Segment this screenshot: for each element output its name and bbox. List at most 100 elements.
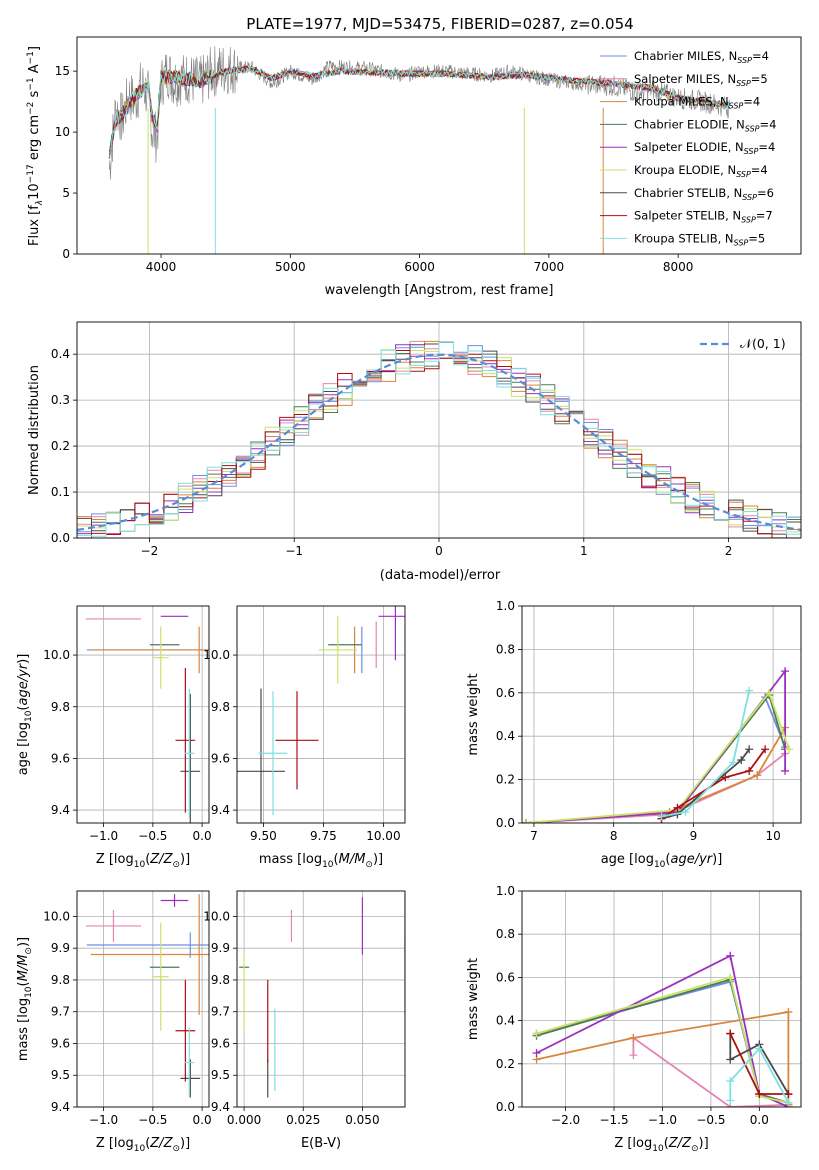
weight-marker (729, 758, 738, 767)
x-axis-label: mass [log10(M/M⊙)] (259, 852, 383, 870)
weight-line-kroupa-stelib (661, 690, 751, 818)
y-tick-label: 1.0 (496, 884, 515, 898)
spectrum-data-line (109, 46, 731, 180)
y-tick-label: 0.0 (496, 816, 515, 830)
y-tick-label: 9.7 (211, 1005, 230, 1019)
y-tick-label: 10.0 (203, 909, 230, 923)
weight-marker (726, 1096, 735, 1105)
weight-line-kroupa-stelib (729, 1047, 790, 1104)
spectrum-model-kroupa-stelib (108, 66, 731, 158)
x-tick-label: 5000 (275, 260, 306, 274)
legend-entry: Salpeter STELIB, NSSP=7 (634, 209, 773, 225)
y-tick-label: 9.7 (51, 1005, 70, 1019)
y-tick-label: 10.0 (43, 648, 70, 662)
y-tick-label: 0 (62, 247, 70, 261)
weight-marker (761, 745, 770, 754)
y-tick-label: 9.4 (51, 1100, 70, 1114)
axes-mass-vs-Z: −1.0 −0.5 0.0 9.4 9.5 9.6 9.7 9.8 9.9 10.0 Z [log1… (16, 890, 212, 1154)
x-tick-label: −1 (285, 544, 303, 558)
weight-marker (522, 819, 530, 823)
y-tick-label: 10.0 (203, 648, 230, 662)
y-tick-label: 9.5 (51, 1068, 70, 1082)
y-tick-label: 15 (55, 64, 70, 78)
legend-entry: 𝒩(0, 1) (740, 336, 786, 351)
x-tick-label: 8 (610, 829, 618, 843)
point-kroupa-miles (90, 626, 209, 674)
weight-line-salpeter-miles (632, 1036, 789, 1107)
axes-frame (521, 890, 802, 1108)
y-tick-label: 9.8 (51, 973, 70, 987)
x-axis-label: age [log10(age/yr)] (601, 852, 723, 870)
x-axis-label: wavelength [Angstrom, rest frame] (325, 283, 554, 298)
y-tick-label: 9.8 (211, 973, 230, 987)
x-tick-label: −2 (141, 544, 159, 558)
weight-marker (745, 686, 754, 695)
y-tick-label: 0.3 (51, 393, 70, 407)
x-tick-label: 9.50 (250, 829, 277, 843)
y-tick-label: 9.6 (211, 1036, 230, 1050)
weight-line-chabrier-stelib (729, 1033, 790, 1095)
point-salpeter-miles (85, 910, 142, 942)
x-tick-label: 9.75 (310, 829, 337, 843)
point-kroupa-miles (90, 894, 209, 1015)
point-chabrier-miles (86, 932, 209, 958)
y-tick-label: 5 (62, 186, 70, 200)
axes-frame (236, 605, 406, 824)
axes-residuals: −2 −1 0 1 2 0.0 0.1 0.2 0.3 0.4 (data-model)/error… (27, 321, 802, 583)
y-tick-label: 9.6 (211, 751, 230, 765)
legend-entry: Chabrier ELODIE, NSSP=4 (634, 117, 776, 133)
point-kroupa-elodie (152, 626, 169, 689)
point-kroupa-elodie (318, 616, 357, 684)
weight-marker (681, 808, 690, 817)
point-kroupa-stelib (184, 1027, 195, 1098)
point-chabrier-stelib (180, 693, 201, 823)
x-tick-label: 7000 (534, 260, 565, 274)
x-tick-label: 0 (435, 544, 443, 558)
weight-marker (629, 1051, 638, 1060)
x-tick-label: −1.5 (599, 1113, 628, 1127)
axes-age-vs-Z: −1.0 −0.5 0.0 9.4 9.6 9.8 10.0 Z [log10(Z/Z⊙)] a… (16, 605, 212, 870)
weight-marker (781, 766, 790, 775)
normal-curve (77, 353, 801, 531)
x-tick-label: −0.5 (138, 829, 167, 843)
y-tick-label: 9.4 (211, 1100, 230, 1114)
point-salpeter-elodie (160, 894, 189, 907)
y-tick-label: 10.0 (43, 909, 70, 923)
point-salpeter-stelib (275, 691, 319, 790)
x-tick-label: −0.5 (138, 1113, 167, 1127)
point-kroupa-stelib (258, 691, 288, 816)
weight-marker (753, 771, 762, 780)
y-tick-label: 9.4 (51, 803, 70, 817)
x-tick-label: 0.050 (345, 1113, 379, 1127)
y-tick-label: 0.0 (51, 531, 70, 545)
y-tick-label: 0.4 (496, 1014, 515, 1028)
axes-spectrum: 4000 5000 6000 7000 8000 0 5 10 15 wavelength [An… (26, 36, 802, 298)
x-tick-label: 0.0 (193, 1113, 212, 1127)
weight-line-kroupa-elodie (525, 690, 790, 823)
point-kroupa-elodie (152, 922, 169, 1031)
x-axis-label: Z [log10(Z/Z⊙)] (614, 1136, 708, 1154)
weight-marker (737, 756, 746, 765)
y-tick-label: 0.4 (496, 729, 515, 743)
y-tick-label: 9.9 (211, 941, 230, 955)
axes-massweight-vs-age: 7 8 9 10 0.0 0.2 0.4 0.6 0.8 1.0 age [log10(age/yr… (466, 599, 802, 870)
y-axis-label: mass weight (466, 673, 481, 755)
plot-area-massweight-vs-age (522, 606, 801, 823)
axes-frame (76, 36, 802, 255)
weight-marker (721, 773, 730, 782)
weight-marker (726, 973, 735, 982)
y-tick-label: 0.6 (496, 686, 515, 700)
weight-marker (745, 766, 754, 775)
weight-line-kroupa-miles (525, 727, 786, 823)
axes-mass-vs-EBV: 0.000 0.025 0.050 9.4 9.5 9.6 9.7 9.8 9.9 10.0 E(B… (203, 890, 406, 1151)
point-salpeter-elodie (378, 606, 405, 661)
axes-frame (76, 605, 210, 824)
legend-entry: Kroupa STELIB, NSSP=5 (634, 231, 765, 247)
weight-marker (673, 803, 682, 812)
axes-frame (236, 890, 406, 1108)
y-axis-label: age [log10(age/yr)] (16, 654, 34, 776)
x-tick-label: 0.025 (286, 1113, 320, 1127)
plot-area-spectrum (108, 46, 731, 254)
x-tick-label: −1.0 (89, 829, 118, 843)
